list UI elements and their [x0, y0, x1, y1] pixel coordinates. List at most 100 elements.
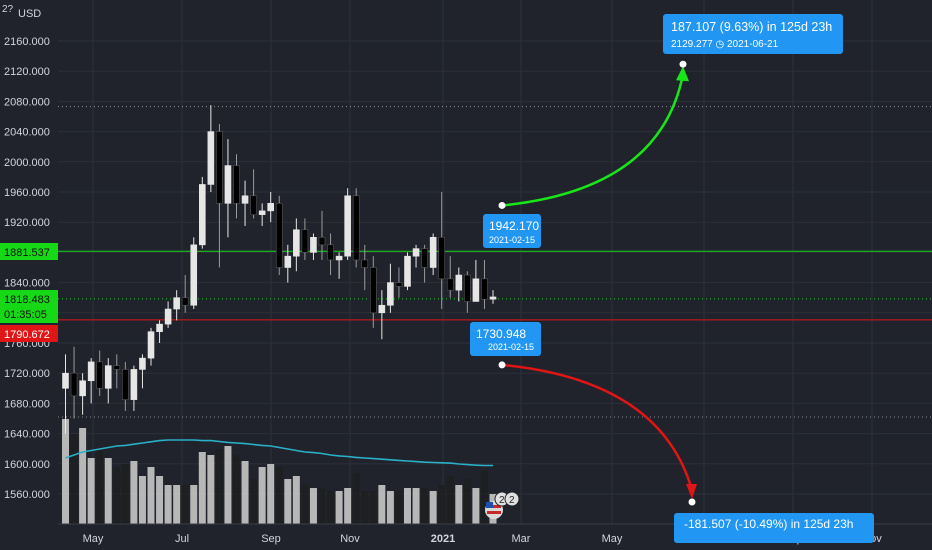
candle[interactable]	[156, 320, 163, 343]
candle[interactable]	[284, 244, 292, 283]
candle[interactable]	[164, 301, 172, 328]
candle[interactable]	[122, 361, 129, 411]
candle[interactable]	[275, 195, 283, 276]
volume-bar	[352, 473, 360, 524]
price-tick-label: 2040.000	[4, 127, 50, 139]
lower-anchor-callout[interactable]: 1730.948 2021-02-15	[470, 322, 541, 356]
candle[interactable]	[489, 290, 497, 304]
candle[interactable]	[335, 252, 343, 279]
candle-body	[275, 203, 283, 268]
candle[interactable]	[79, 373, 86, 415]
candle[interactable]	[96, 350, 103, 396]
candle-body	[207, 131, 215, 185]
candle[interactable]	[455, 267, 463, 302]
candle[interactable]	[472, 259, 480, 302]
upside-start-point[interactable]	[498, 201, 506, 209]
candle[interactable]	[233, 154, 240, 219]
candle[interactable]	[327, 233, 334, 276]
candle-body	[318, 237, 326, 246]
candle[interactable]	[421, 244, 428, 283]
candle-body	[122, 369, 129, 400]
event-count-badge	[504, 491, 520, 507]
candle[interactable]	[181, 275, 189, 313]
candle[interactable]	[139, 354, 146, 389]
candle[interactable]	[387, 263, 394, 313]
candle[interactable]	[310, 233, 317, 260]
downside-start-point[interactable]	[498, 361, 506, 369]
volume-bar	[156, 476, 164, 524]
candle[interactable]	[190, 237, 198, 310]
projection-target-detail: 2129.277 ◷ 2021-06-21	[671, 39, 779, 50]
candle[interactable]	[130, 365, 138, 411]
candle[interactable]	[104, 358, 112, 404]
candle[interactable]	[207, 105, 215, 192]
svg-text:1790.672: 1790.672	[4, 329, 50, 341]
candle[interactable]	[301, 218, 309, 260]
candle-body	[395, 282, 403, 287]
volume-bar	[309, 488, 317, 524]
candle[interactable]	[293, 218, 300, 272]
candle[interactable]	[395, 267, 403, 298]
candle[interactable]	[258, 203, 266, 226]
volume-bar	[284, 479, 292, 524]
candle[interactable]	[62, 354, 69, 434]
candle[interactable]	[404, 252, 411, 291]
candle[interactable]	[378, 290, 386, 340]
candle[interactable]	[344, 188, 351, 260]
candle[interactable]	[412, 244, 420, 268]
upside-target-point[interactable]	[679, 60, 687, 68]
candle-series[interactable]	[62, 105, 497, 434]
candle-body	[70, 372, 78, 397]
candle[interactable]	[224, 139, 232, 238]
price-tick-label: 2080.000	[4, 96, 50, 108]
candle[interactable]	[216, 124, 223, 268]
candle[interactable]	[369, 256, 377, 328]
candle[interactable]	[87, 358, 95, 404]
bottom-projection-callout[interactable]: -181.507 (-10.49%) in 125d 23h	[674, 513, 874, 543]
projection-change: 187.107 (9.63%) in 125d 23h	[671, 20, 832, 34]
projection-arrows[interactable]	[498, 60, 698, 506]
candle[interactable]	[464, 271, 471, 313]
candle-body	[327, 244, 334, 261]
upper-anchor-date: 2021-02-15	[489, 235, 535, 245]
candle[interactable]	[70, 346, 78, 419]
candle-body	[421, 248, 428, 268]
price-tick-label: 1960.000	[4, 187, 50, 199]
downside-projection-curve[interactable]	[501, 363, 694, 491]
price-tick-label: 1600.000	[4, 459, 50, 471]
candle[interactable]	[429, 233, 437, 276]
volume-bar	[224, 446, 232, 524]
downside-arrowhead-icon	[686, 483, 697, 499]
downside-target-point[interactable]	[688, 498, 696, 506]
candle[interactable]	[241, 180, 249, 226]
candle[interactable]	[446, 256, 454, 298]
event-badges[interactable]: 2 2	[485, 491, 520, 519]
price-tick-label: 1560.000	[4, 489, 50, 501]
projection-target-callout[interactable]: 187.107 (9.63%) in 125d 23h 2129.277 ◷ 2…	[663, 14, 843, 54]
candle[interactable]	[173, 290, 180, 321]
candle[interactable]	[267, 192, 275, 223]
candle[interactable]	[361, 244, 369, 291]
volume-bar	[207, 455, 215, 524]
volume-bar	[241, 461, 249, 524]
candle[interactable]	[352, 188, 360, 268]
volume-bar	[250, 479, 258, 524]
candle[interactable]	[199, 176, 206, 249]
candle[interactable]	[113, 354, 121, 389]
volume-bar	[472, 488, 480, 524]
svg-text:2: 2	[499, 495, 505, 506]
candle[interactable]	[438, 192, 446, 310]
candle[interactable]	[318, 210, 326, 260]
candle[interactable]	[147, 327, 155, 366]
candle[interactable]	[481, 259, 488, 310]
candle[interactable]	[250, 169, 257, 219]
bottom-projection-change: -181.507 (-10.49%) in 125d 23h	[684, 517, 853, 531]
candle-body	[113, 365, 121, 370]
candle-body	[284, 255, 292, 268]
candle-body	[344, 195, 351, 257]
upper-anchor-callout[interactable]: 1942.170 2021-02-15	[483, 214, 541, 248]
volume-bar	[301, 485, 309, 524]
upside-projection-curve[interactable]	[501, 73, 685, 207]
